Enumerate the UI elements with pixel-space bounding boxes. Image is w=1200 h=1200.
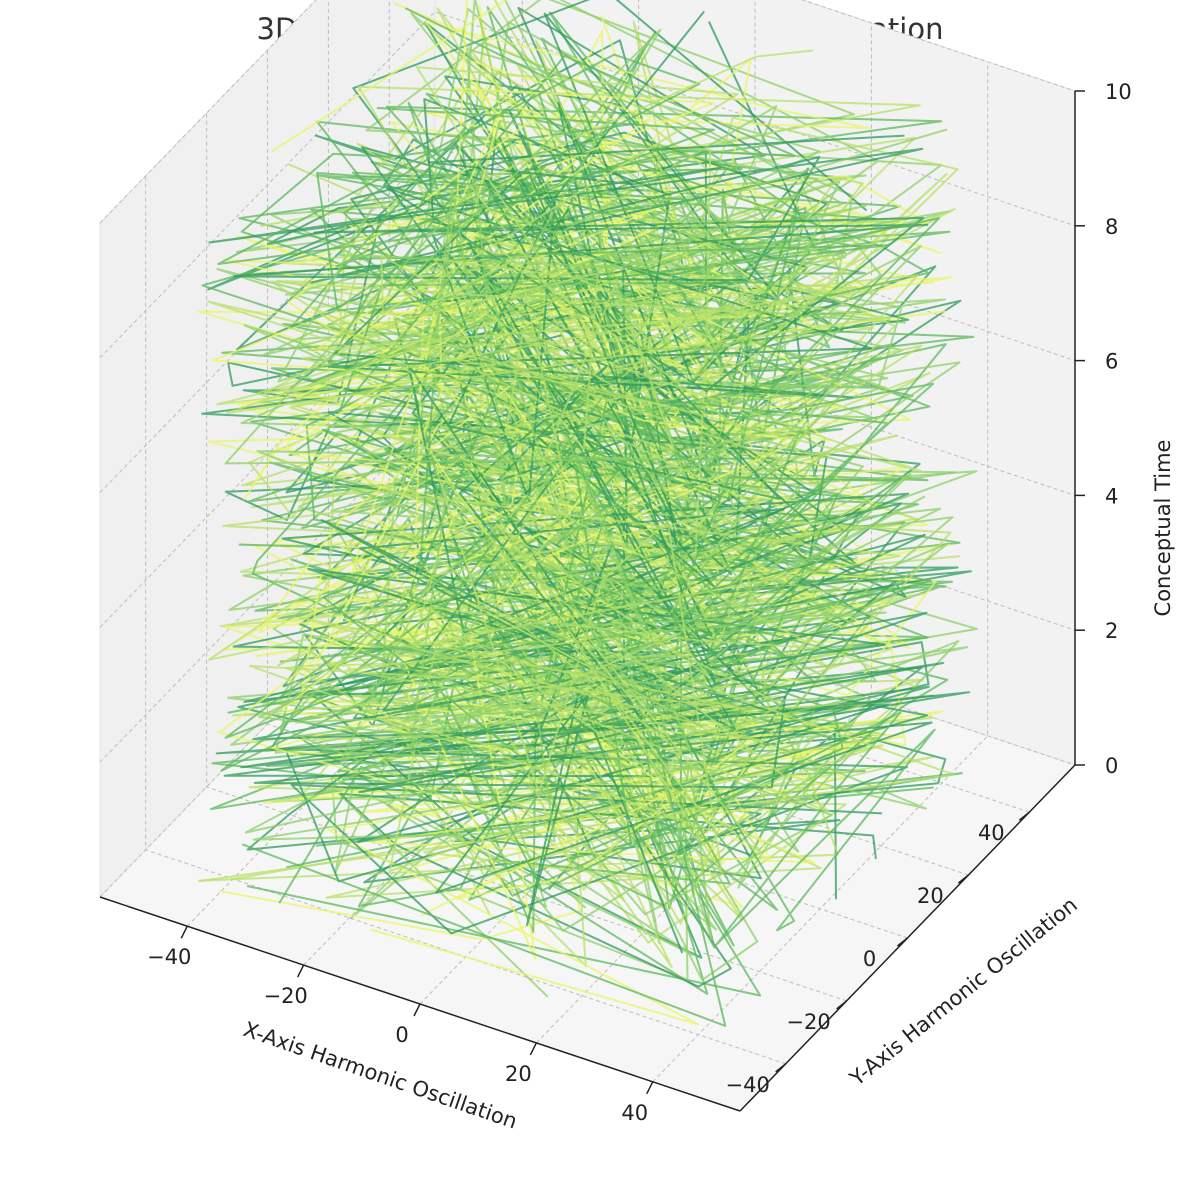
y-tick-label: 20	[917, 884, 944, 908]
trajectory-line	[218, 0, 801, 961]
grid-line-y	[206, 112, 847, 1002]
tick-labels: −40 −20 0 20 40 −40 −20 0 20 40 0 2 4 6 8 10	[147, 80, 1132, 1125]
y-tick-label: 40	[978, 821, 1005, 845]
x-tick-label: 40	[621, 1101, 648, 1125]
x-tick-label: −20	[263, 984, 307, 1008]
x-tick-label: 0	[395, 1023, 408, 1047]
grid-line-z	[99, 0, 1076, 224]
grid-line-z	[99, 280, 1076, 628]
trajectory-line	[224, 28, 949, 941]
y-tick-mark	[1018, 811, 1030, 821]
y-tick-mark	[897, 937, 908, 947]
y-tick-mark	[957, 874, 969, 884]
z-tick-label: 2	[1105, 619, 1118, 643]
x-tick-mark	[529, 1042, 538, 1056]
y-tick-label: 0	[863, 947, 876, 971]
z-tick-label: 4	[1105, 484, 1118, 508]
x-tick-mark	[646, 1081, 654, 1095]
y-tick-mark	[836, 1000, 848, 1010]
x-tick-label: 20	[505, 1062, 532, 1086]
y-tick-label: −40	[726, 1073, 770, 1097]
z-tick-label: 0	[1105, 754, 1118, 778]
z-tick-label: 8	[1105, 215, 1118, 239]
grid-line-z	[99, 550, 1076, 898]
z-tick-label: 6	[1105, 350, 1118, 374]
trajectory-line	[217, 53, 941, 1027]
x-tick-label: −40	[147, 945, 191, 969]
x-axis-label: X-Axis Harmonic Oscillation	[240, 1017, 520, 1133]
y-tick-label: −20	[786, 1010, 830, 1034]
trajectory-lines	[197, 0, 978, 1027]
trajectory-line	[199, 49, 955, 882]
z-tick-label: 10	[1105, 80, 1132, 104]
y-tick-mark	[775, 1063, 787, 1073]
x-tick-mark	[413, 1003, 421, 1017]
x-tick-mark	[180, 925, 188, 939]
x-tick-mark	[296, 964, 305, 978]
trajectory-line	[198, 7, 921, 969]
z-axis-label: Conceptual Time	[1151, 440, 1175, 617]
